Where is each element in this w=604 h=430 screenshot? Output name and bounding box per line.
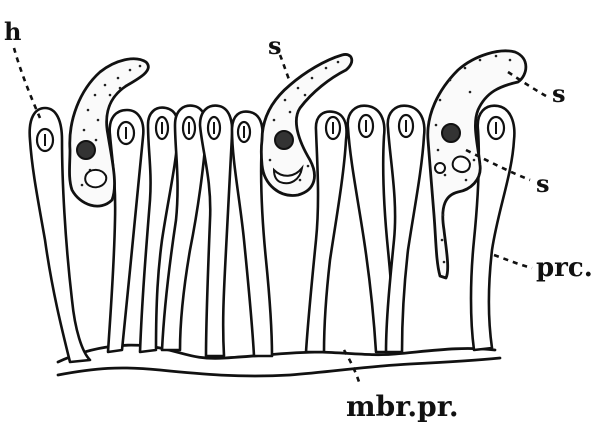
basement-membrane [56, 343, 502, 378]
parasite-right [426, 49, 528, 280]
parasite-middle [259, 53, 354, 197]
stippling [76, 54, 512, 264]
label-h: h [4, 17, 21, 46]
cell-nuclei [35, 113, 506, 153]
epithelial-cells [28, 104, 516, 364]
label-prc: prc. [536, 253, 593, 283]
label-s-top: s [268, 31, 282, 60]
leader-lines [12, 47, 547, 386]
label-mbr-pr: mbr.pr. [346, 390, 459, 423]
label-s-right-lower: s [536, 169, 550, 198]
label-s-right-upper: s [552, 79, 566, 108]
parasite-organelles [76, 123, 472, 189]
